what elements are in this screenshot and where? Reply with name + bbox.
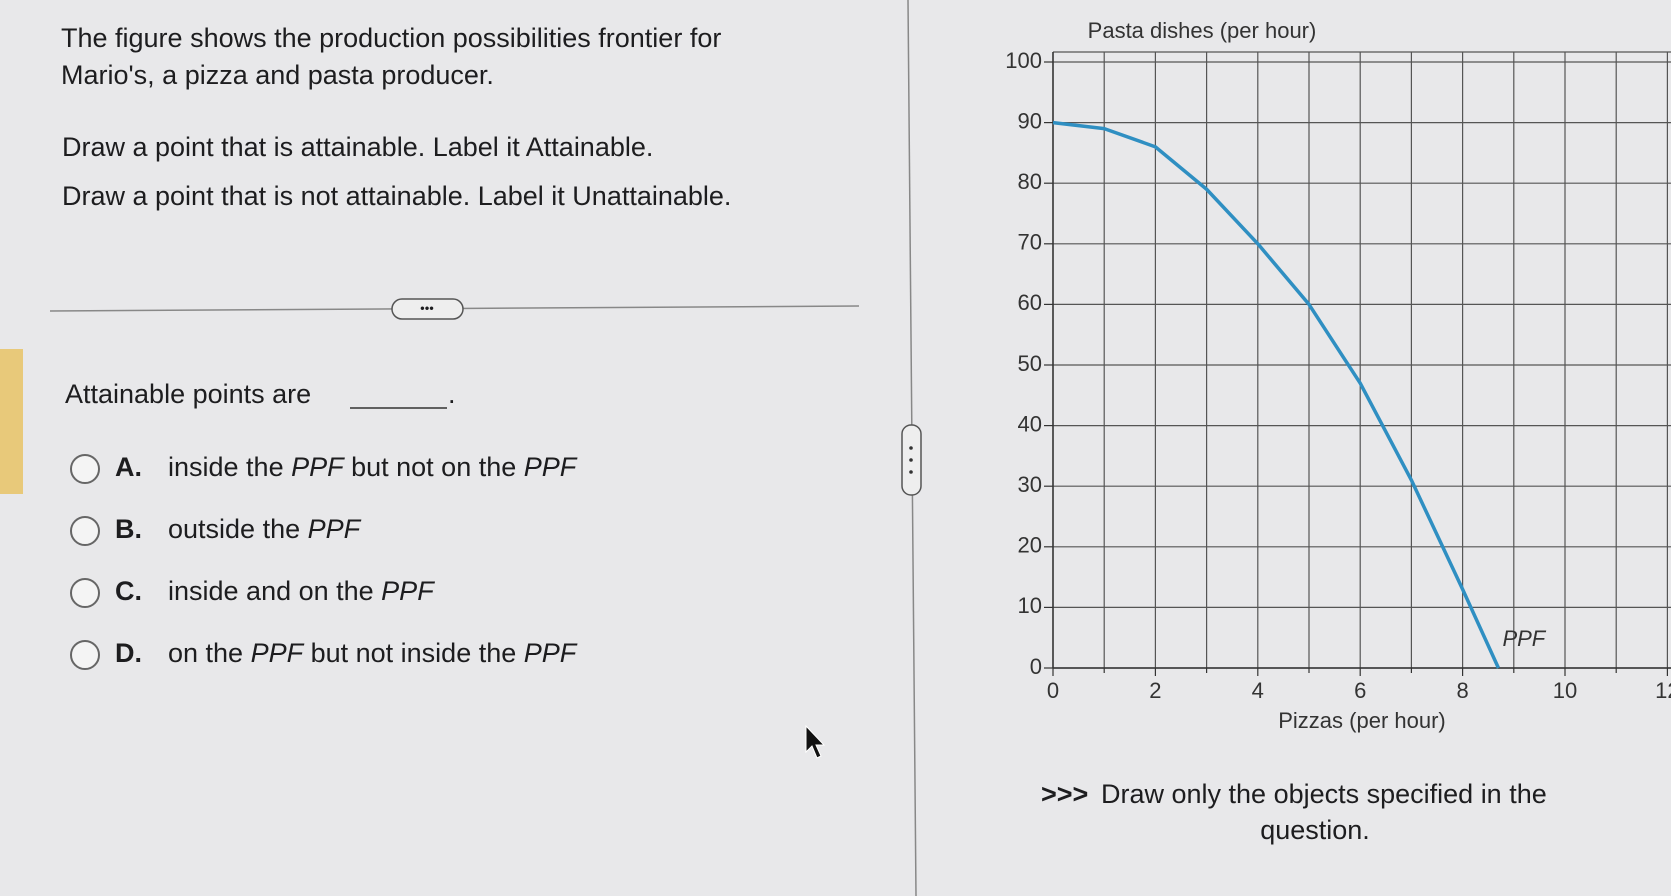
handle-dot [909,470,913,474]
y-tick-label: 10 [1018,593,1042,618]
handle-dot [909,458,913,462]
x-tick-label: 8 [1456,678,1468,703]
y-tick-label: 40 [1018,411,1042,436]
prompt-line: Mario's, a pizza and pasta producer. [61,60,494,90]
option-letter: A. [115,452,142,482]
x-tick-label: 4 [1252,678,1264,703]
option-part: PPF [308,514,362,544]
option-text: inside and on the PPF [168,576,435,606]
option-text: inside the PPF but not on the PPF [168,452,578,482]
y-tick-label: 30 [1018,472,1042,497]
option-part: PPF [251,638,305,668]
radio-button[interactable] [70,516,100,546]
y-tick-label: 60 [1018,290,1042,315]
x-tick-label: 2 [1149,678,1161,703]
expand-button[interactable] [391,298,464,320]
option-part: PPF [381,576,435,606]
option-text: outside the PPF [168,514,362,544]
option-part: outside the [168,514,308,544]
x-tick-label: 10 [1553,678,1577,703]
expand-dots: ••• [420,300,434,315]
option-letter: D. [115,638,142,668]
y-tick-label: 70 [1018,230,1042,255]
ppf-curve [1052,120,1501,669]
note-line: Draw only the objects specified in the [1101,779,1547,809]
option-part: inside and on the [168,576,381,606]
option-part: PPF [291,452,345,482]
note-line: question. [1260,815,1370,845]
cursor [805,724,826,759]
prompt-line: The figure shows the production possibil… [61,23,721,53]
y-tick-label: 100 [1005,48,1042,73]
y-tick-label: 0 [1030,654,1042,679]
radio-button[interactable] [70,640,100,670]
x-tick-label: 6 [1354,678,1366,703]
note-marker: >>> [1041,779,1088,809]
option-part: PPF [524,638,578,668]
option-part: on the [168,638,251,668]
y-tick-label: 90 [1018,108,1042,133]
option-part: but not on the [344,452,524,482]
stem-end: . [448,379,456,409]
radio-button[interactable] [70,578,100,608]
handle-dot [909,446,913,450]
instruction-line: Draw a point that is attainable. Label i… [62,132,653,162]
series-label: PPF [1502,626,1546,651]
x-tick-label: 12 [1655,678,1671,703]
x-axis-label: Pizzas (per hour) [1278,708,1446,733]
option-letter: C. [115,576,142,606]
option-letter: B. [115,514,142,544]
stem: Attainable points are [65,379,311,409]
y-tick-label: 50 [1018,351,1042,376]
instruction-line: Draw a point that is not attainable. Lab… [62,181,731,211]
x-tick-label: 0 [1047,678,1059,703]
option-part: but not inside the [303,638,524,668]
y-tick-label: 80 [1018,169,1042,194]
option-part: inside the [168,452,291,482]
y-axis-label: Pasta dishes (per hour) [1088,18,1317,43]
focus-bar [0,349,23,494]
radio-button[interactable] [70,454,100,484]
y-tick-label: 20 [1018,533,1042,558]
option-part: PPF [524,452,578,482]
option-text: on the PPF but not inside the PPF [168,638,578,668]
